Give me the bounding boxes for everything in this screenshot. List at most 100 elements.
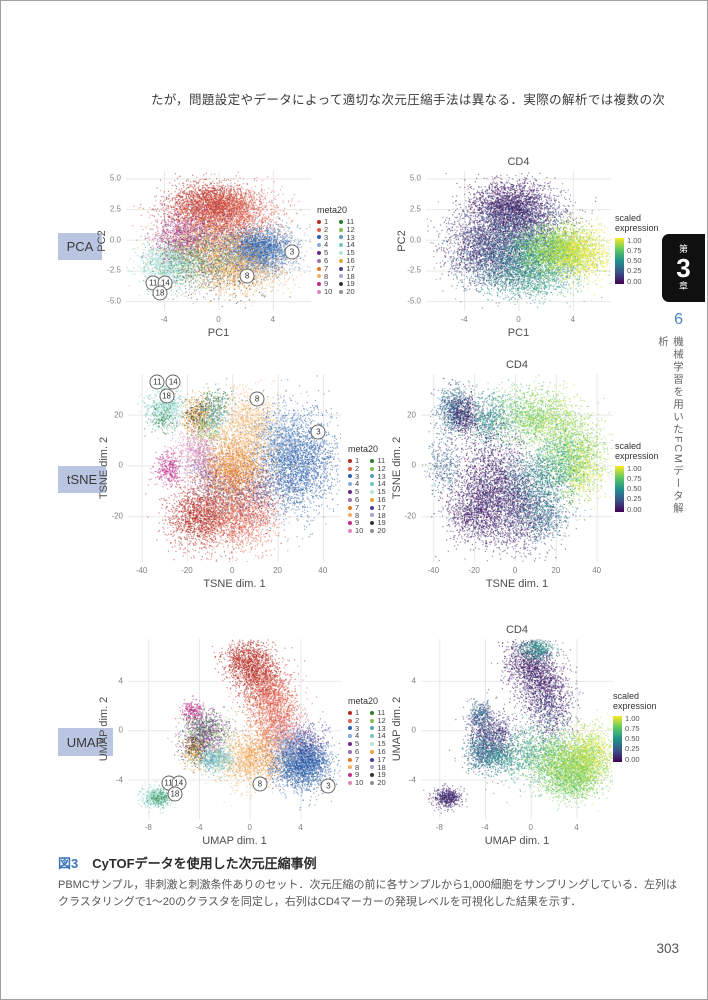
cluster-color-dot <box>348 482 352 487</box>
legend-item: 18 <box>370 763 386 772</box>
x-tick-label: 40 <box>592 566 602 575</box>
legend-title: meta20 <box>348 696 379 706</box>
method-label-tsne: tSNE <box>58 466 106 493</box>
colorbar-tick-label: 0.75 <box>627 473 642 483</box>
legend-item: 9 <box>348 519 363 527</box>
legend-item: 1 <box>317 218 332 226</box>
legend-item: 5 <box>317 249 332 257</box>
tsne-cd4-plot: CD4 -40 -20 0 20 40 20 0 -20 TSNE dim. 1 TSNE d… <box>391 359 613 590</box>
plot-panel: -8 -4 0 4 4 0 -4 11 14 18 8 3 <box>116 639 341 832</box>
cluster-color-dot <box>370 513 375 518</box>
x-axis-label: PC1 <box>207 327 230 339</box>
cluster-color-dot <box>348 765 352 770</box>
x-tick-label: 0 <box>247 823 252 832</box>
plot-panel: -4 0 4 5.0 2.5 0.0 -2.5 -5.0 <box>407 171 611 324</box>
plot-panel: -4 0 4 5.0 2.5 0.0 -2.5 -5.0 3 8 11 14 18 <box>107 171 311 324</box>
colorbar-tick-label: 0.50 <box>625 734 640 744</box>
cluster-color-dot <box>339 282 344 287</box>
y-tick-label: 0 <box>411 460 416 470</box>
colorbar-ticks: 1.00 0.75 0.50 0.25 0.00 <box>627 236 642 286</box>
legend-item: 20 <box>370 779 386 787</box>
pca-cluster-plot: -4 0 4 5.0 2.5 0.0 -2.5 -5.0 3 8 11 14 18 PC1 PC2 <box>96 171 311 339</box>
colorbar-tick-label: 0.50 <box>627 256 642 266</box>
y-axis-label: PC2 <box>396 230 408 252</box>
cluster-color-dot <box>339 251 344 256</box>
colorbar-tick-label: 1.00 <box>625 713 640 723</box>
colorbar-tick-label: 0.00 <box>627 504 642 514</box>
plot-panel: -8 -4 0 4 4 0 -4 <box>409 639 613 832</box>
legend-item: 19 <box>370 519 386 527</box>
y-tick-label: 0 <box>118 460 123 470</box>
figure-caption-body: PBMCサンプル，非刺激と刺激条件ありのセット．次元圧縮の前に各サンプルから1,… <box>58 879 677 909</box>
umap-cluster-plot: -8 -4 0 4 4 0 -4 11 14 18 8 3 UMAP dim. 1 UMAP dim.… <box>98 639 341 847</box>
x-tick-label: -20 <box>181 566 193 575</box>
colorbar-tick-label: 0.00 <box>625 754 640 764</box>
cluster-color-dot <box>348 497 352 502</box>
cluster-color-dot <box>348 521 352 526</box>
meta20-legend: meta20 1 2 3 4 5 6 7 8 9 10 11 12 13 14 15 16 17 18 19 20 <box>348 444 386 535</box>
cluster-color-dot <box>370 490 375 495</box>
cluster-color-dot <box>317 227 321 232</box>
cluster-color-dot <box>348 757 352 762</box>
cluster-color-dot <box>370 726 375 731</box>
cluster-annotation: 8 <box>249 391 265 407</box>
legend-item: 19 <box>370 771 386 779</box>
cluster-color-dot <box>348 726 352 731</box>
legend-item: 3 <box>348 472 363 481</box>
legend-title: scaled expression <box>615 213 659 234</box>
legend-item: 4 <box>317 241 332 249</box>
cluster-annotation: 8 <box>239 268 255 284</box>
x-axis-label: UMAP dim. 1 <box>484 835 550 847</box>
legend-item: 17 <box>370 755 386 764</box>
legend-item: 18 <box>370 511 386 520</box>
viridis-colorbar <box>615 237 624 284</box>
cluster-color-dot <box>317 266 321 271</box>
chapter-prefix: 第 <box>678 244 688 254</box>
x-axis-label: UMAP dim. 1 <box>202 835 267 847</box>
x-tick-label: -4 <box>481 823 489 832</box>
x-tick-label: -8 <box>435 823 443 832</box>
x-tick-label: 4 <box>298 823 303 832</box>
legend-item: 11 <box>339 218 354 226</box>
colorbar-tick-label: 0.50 <box>627 484 642 494</box>
x-axis-label: PC1 <box>507 327 530 339</box>
cluster-color-dot <box>348 466 352 471</box>
legend-item: 13 <box>370 724 386 733</box>
x-tick-label: 0 <box>229 566 235 575</box>
cluster-color-dot <box>348 773 352 778</box>
legend-item: 14 <box>370 732 386 740</box>
cluster-color-dot <box>370 458 375 463</box>
cluster-color-dot <box>317 282 321 287</box>
legend-item: 9 <box>348 771 363 779</box>
legend-item: 1 <box>348 457 363 465</box>
meta20-legend: meta20 1 2 3 4 5 6 7 8 9 10 11 12 13 14 15 16 17 18 19 20 <box>317 205 355 296</box>
x-tick-label: 0 <box>216 315 221 324</box>
legend-items: 1 2 3 4 5 6 7 8 9 10 11 12 13 14 15 16 17 18 19 20 <box>348 709 386 787</box>
colorbar-tick-label: 0.75 <box>625 723 640 733</box>
cluster-color-dot <box>339 258 344 263</box>
chapter-suffix: 章 <box>678 281 688 291</box>
legend-item: 8 <box>348 763 363 772</box>
cluster-color-dot <box>317 243 321 248</box>
legend-item: 17 <box>370 503 386 512</box>
y-tick-label: -20 <box>404 511 416 521</box>
cluster-color-dot <box>370 497 375 502</box>
viridis-colorbar <box>613 715 622 762</box>
x-tick-label: 0 <box>516 315 521 324</box>
legend-item: 8 <box>317 272 332 281</box>
plot-title: CD4 <box>505 624 528 636</box>
y-tick-label: -5.0 <box>107 296 121 306</box>
colorbar-tick-label: 0.00 <box>627 276 642 286</box>
cluster-color-dot <box>370 521 375 526</box>
x-axis-label: TSNE dim. 1 <box>203 578 266 590</box>
x-tick-label: 40 <box>318 566 328 575</box>
legend-title: scaled expression <box>615 441 659 462</box>
tsne-cluster-plot: -40 -20 0 20 40 20 0 -20 11 14 18 8 3 TSNE dim. 1 TS… <box>98 374 341 590</box>
cluster-color-dot <box>370 474 375 479</box>
x-tick-label: -4 <box>195 823 203 832</box>
cluster-color-dot <box>348 458 352 463</box>
colorbar-tick-label: 1.00 <box>627 235 642 245</box>
y-tick-label: 5.0 <box>109 173 121 183</box>
cluster-color-dot <box>348 710 352 715</box>
legend-item: 16 <box>370 748 386 756</box>
